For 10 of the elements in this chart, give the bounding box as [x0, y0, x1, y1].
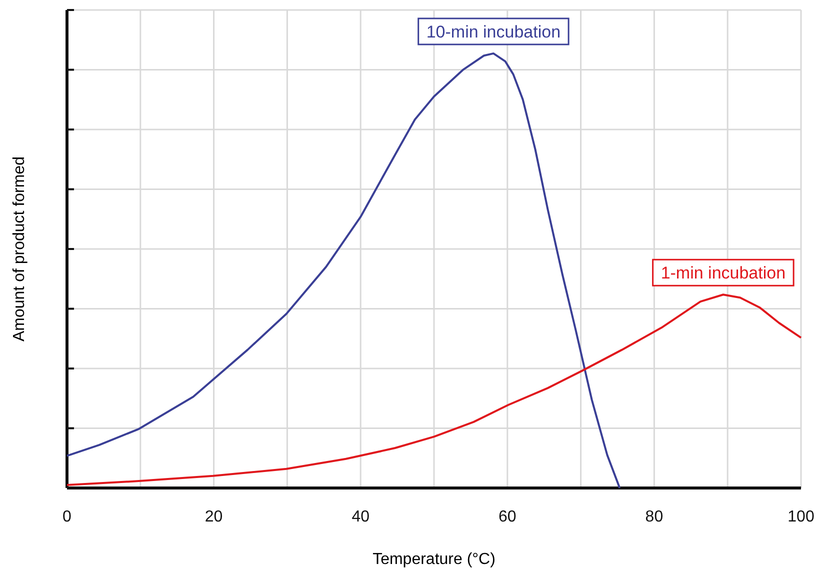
x-axis-title: Temperature (°C) — [372, 551, 496, 568]
x-tick-label: 20 — [204, 508, 223, 526]
y-axis-title: Amount of product formed — [11, 156, 28, 342]
x-tick-label: 0 — [62, 508, 72, 526]
x-tick-label: 100 — [788, 508, 814, 526]
x-tick-label: 40 — [352, 508, 370, 526]
x-tick-label: 80 — [645, 508, 664, 526]
series-label: 1-min incubation — [660, 264, 786, 283]
x-tick-label: 60 — [498, 508, 516, 526]
series-label: 10-min incubation — [426, 22, 561, 42]
